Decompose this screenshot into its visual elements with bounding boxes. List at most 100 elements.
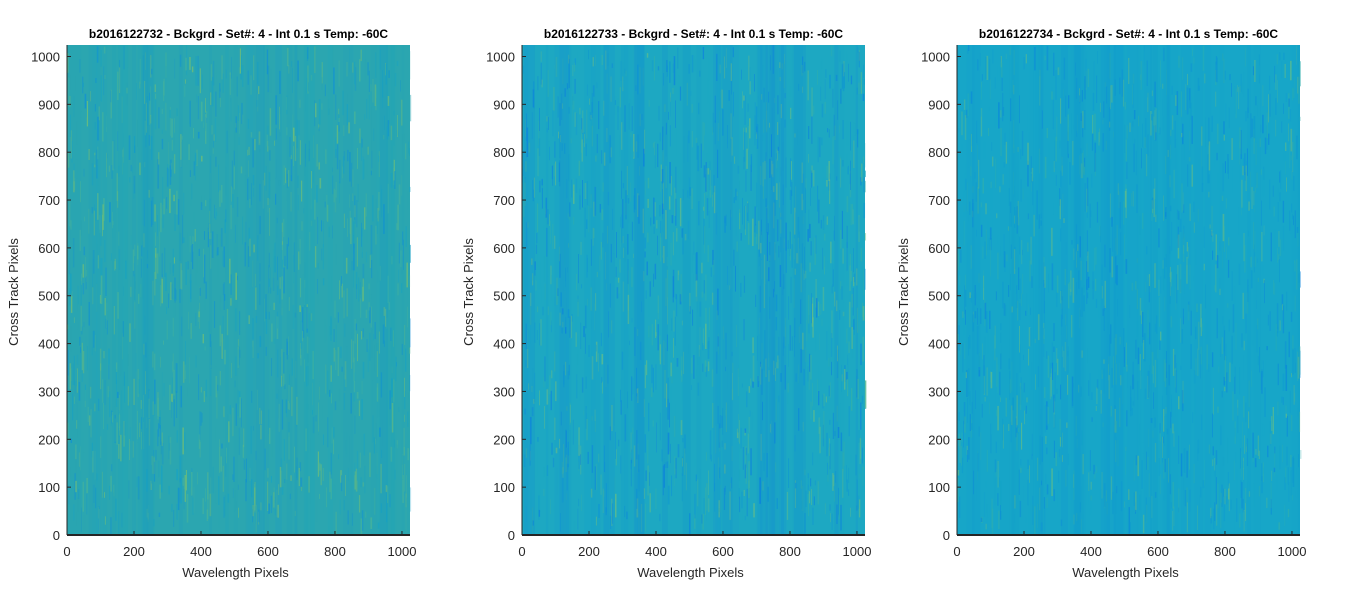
noise-streak: [592, 57, 594, 67]
noise-streak: [329, 471, 331, 493]
noise-streak: [284, 384, 286, 390]
heatmap-image: [67, 45, 410, 535]
noise-streak: [355, 468, 358, 492]
noise-band: [1011, 45, 1015, 535]
noise-streak: [1226, 246, 1228, 259]
noise-streak: [402, 158, 404, 172]
heatmap-svg: b2016122732 - Bckgrd - Set#: 4 - Int 0.1…: [6, 27, 416, 580]
noise-streak: [1292, 142, 1294, 172]
noise-streak: [741, 491, 743, 509]
noise-streak: [96, 149, 98, 179]
noise-streak: [1158, 228, 1160, 248]
noise-streak: [760, 260, 763, 280]
noise-streak: [762, 401, 763, 421]
noise-streak: [1075, 224, 1078, 252]
noise-streak: [1047, 406, 1050, 424]
noise-streak: [1032, 504, 1033, 512]
noise-streak: [74, 473, 76, 500]
noise-band: [1014, 45, 1020, 535]
noise-streak: [674, 199, 677, 214]
noise-streak: [1239, 439, 1241, 469]
noise-band: [116, 45, 128, 535]
noise-streak: [265, 294, 267, 319]
noise-streak: [793, 238, 796, 260]
noise-streak: [227, 493, 230, 503]
noise-streak: [1184, 274, 1186, 294]
noise-streak: [105, 267, 107, 296]
noise-streak: [207, 472, 209, 500]
noise-streak: [302, 274, 304, 302]
noise-streak: [1044, 507, 1046, 534]
noise-streak: [1147, 456, 1149, 471]
noise-streak: [1022, 273, 1024, 294]
noise-streak: [805, 490, 808, 507]
noise-streak: [89, 91, 91, 102]
noise-streak: [298, 467, 300, 487]
noise-streak: [294, 120, 296, 139]
noise-streak: [997, 235, 999, 245]
noise-streak: [563, 444, 564, 473]
noise-streak: [662, 377, 664, 398]
noise-streak: [532, 189, 534, 202]
noise-streak: [1283, 103, 1284, 114]
noise-streak: [1197, 321, 1200, 350]
noise-streak: [531, 304, 533, 322]
noise-streak: [847, 354, 848, 365]
noise-streak: [1031, 453, 1033, 460]
noise-streak: [110, 89, 112, 119]
noise-streak: [91, 163, 94, 186]
noise-streak: [173, 257, 175, 264]
noise-streak: [1134, 177, 1136, 207]
noise-streak: [993, 472, 996, 486]
noise-streak: [1289, 221, 1292, 234]
noise-streak: [207, 489, 209, 519]
noise-streak: [341, 366, 343, 372]
noise-streak: [202, 498, 204, 515]
noise-streak: [337, 312, 339, 323]
noise-streak: [846, 271, 848, 287]
noise-streak: [1262, 85, 1264, 107]
noise-streak: [554, 235, 556, 249]
noise-streak: [1254, 207, 1256, 213]
noise-streak: [694, 514, 696, 529]
noise-streak: [407, 423, 409, 450]
noise-streak: [995, 441, 997, 453]
noise-streak: [1150, 318, 1152, 336]
noise-streak: [968, 45, 970, 51]
noise-streak: [1057, 67, 1060, 76]
noise-streak: [380, 503, 383, 513]
noise-streak: [658, 105, 660, 121]
noise-streak: [108, 365, 110, 380]
y-tick-label: 500: [493, 289, 515, 304]
noise-streak: [245, 221, 247, 245]
noise-streak: [224, 349, 226, 365]
noise-streak: [259, 149, 261, 172]
noise-streak: [1061, 165, 1063, 176]
noise-streak: [283, 267, 285, 294]
noise-streak: [759, 285, 761, 313]
noise-streak: [156, 253, 159, 274]
noise-streak: [1187, 304, 1190, 321]
noise-streak: [1151, 199, 1153, 221]
noise-streak: [226, 447, 227, 464]
noise-streak: [217, 264, 219, 279]
noise-streak: [1171, 238, 1172, 258]
noise-streak: [840, 432, 843, 452]
noise-streak: [810, 241, 812, 256]
noise-streak: [218, 476, 220, 506]
noise-streak: [1159, 127, 1161, 135]
noise-streak: [1099, 489, 1102, 501]
noise-streak: [690, 90, 692, 96]
noise-streak: [605, 362, 607, 388]
noise-streak: [274, 508, 276, 516]
noise-streak: [532, 79, 534, 91]
noise-streak: [259, 143, 261, 153]
noise-streak: [1277, 254, 1280, 261]
noise-streak: [302, 330, 305, 338]
noise-streak: [1105, 140, 1107, 150]
noise-streak: [1181, 57, 1184, 80]
noise-streak: [1279, 445, 1281, 470]
noise-streak: [161, 432, 163, 446]
noise-streak: [635, 141, 638, 152]
noise-streak: [687, 91, 690, 118]
